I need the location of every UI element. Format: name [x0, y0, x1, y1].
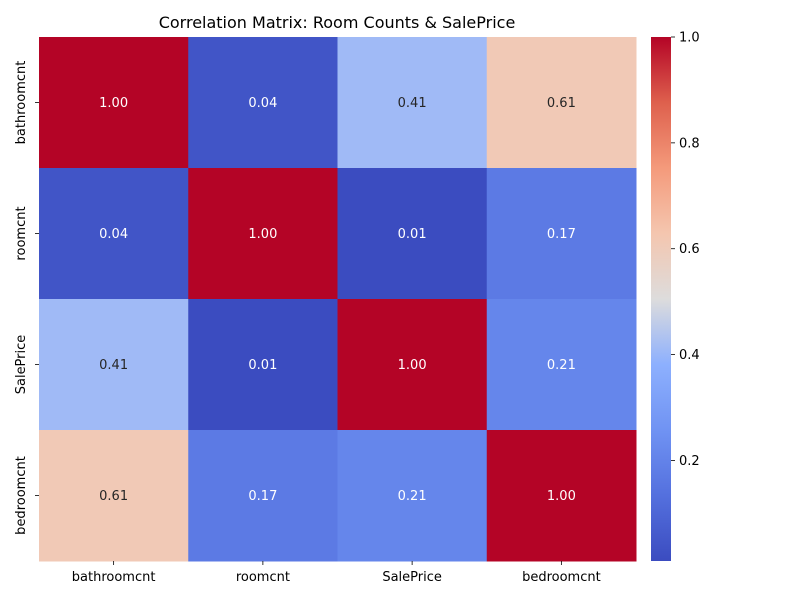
x-tick-label-3: bedroomcnt: [522, 570, 601, 585]
colorbar-tick-label-3: 0.8: [679, 136, 700, 151]
heatmap-cells: 1.00 0.04 0.41 0.61 0.04 1.00 0.01 0.17 0.41 0.01…: [39, 37, 637, 562]
cell-annotation-1-3: 0.17: [547, 227, 576, 242]
cell-annotation-3-3: 1.00: [547, 489, 576, 504]
x-axis-labels: bathroomcnt roomcnt SalePrice bedroomcnt: [72, 561, 601, 585]
colorbar: [651, 37, 671, 561]
cell-annotation-3-0: 0.61: [99, 489, 128, 504]
cell-annotation-2-3: 0.21: [547, 358, 576, 373]
y-tick-label-1: roomcnt: [14, 206, 29, 260]
cell-annotation-0-2: 0.41: [398, 96, 427, 111]
cell-annotation-3-1: 0.17: [248, 489, 277, 504]
heatmap-cell-1-3: [486, 168, 637, 300]
heatmap-cell-1-2: [337, 168, 488, 300]
x-tick-label-0: bathroomcnt: [72, 570, 156, 585]
heatmap-cell-2-2: [337, 299, 488, 431]
y-tick-label-0: bathroomcnt: [14, 61, 29, 145]
heatmap-cell-0-3: [486, 37, 637, 169]
colorbar-tick-label-4: 1.0: [679, 31, 700, 46]
heatmap-cell-2-1: [188, 299, 338, 431]
y-tick-label-3: bedroomcnt: [14, 456, 29, 535]
heatmap-cell-3-3: [486, 430, 637, 562]
cell-annotation-1-0: 0.04: [99, 227, 128, 242]
chart-title: Correlation Matrix: Room Counts & SalePr…: [159, 13, 516, 32]
cell-annotation-1-2: 0.01: [398, 227, 427, 242]
cell-annotation-2-1: 0.01: [248, 358, 277, 373]
y-tick-label-2: SalePrice: [14, 335, 29, 395]
colorbar-tick-label-0: 0.2: [679, 454, 700, 469]
cell-annotation-2-0: 0.41: [99, 358, 128, 373]
cell-annotation-0-1: 0.04: [248, 96, 277, 111]
cell-annotation-2-2: 1.00: [398, 358, 427, 373]
heatmap-cell-1-0: [39, 168, 189, 300]
cell-annotation-3-2: 0.21: [398, 489, 427, 504]
colorbar-tick-label-2: 0.6: [679, 242, 700, 257]
heatmap-cell-3-1: [188, 430, 338, 562]
x-tick-label-1: roomcnt: [236, 570, 290, 585]
heatmap-cell-0-0: [39, 37, 189, 169]
heatmap-cell-3-0: [39, 430, 189, 562]
heatmap-cell-2-3: [486, 299, 637, 431]
y-axis-labels: bathroomcnt roomcnt SalePrice bedroomcnt: [14, 61, 39, 535]
heatmap-cell-0-1: [188, 37, 338, 169]
x-tick-label-2: SalePrice: [382, 570, 442, 585]
heatmap-cell-1-1: [188, 168, 338, 300]
cell-annotation-1-1: 1.00: [248, 227, 277, 242]
heatmap-cell-2-0: [39, 299, 189, 431]
heatmap-cell-0-2: [337, 37, 488, 169]
colorbar-ticks: 0.2 0.4 0.6 0.8 1.0: [671, 31, 700, 469]
cell-annotation-0-3: 0.61: [547, 96, 576, 111]
cell-annotation-0-0: 1.00: [99, 96, 128, 111]
heatmap-cell-3-2: [337, 430, 488, 562]
colorbar-tick-label-1: 0.4: [679, 348, 700, 363]
